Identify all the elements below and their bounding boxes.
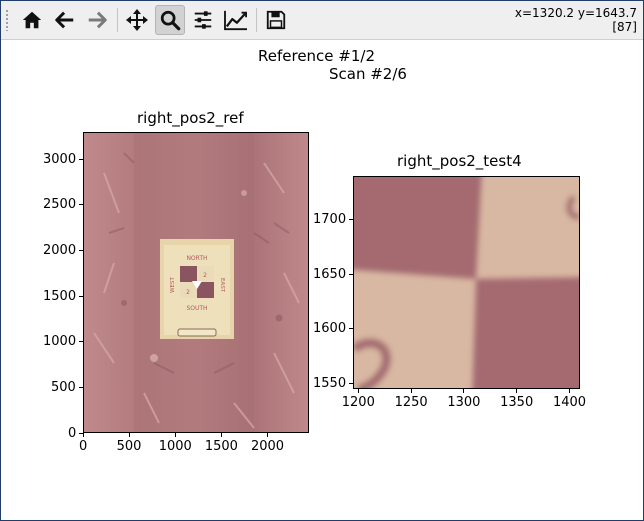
suptitle-scan: Scan #2/6 xyxy=(329,65,407,83)
x-tick-mark xyxy=(516,389,518,393)
axes-title-test: right_pos2_test4 xyxy=(397,152,522,170)
y-tick-mark xyxy=(349,383,353,385)
sign-digit-a: 2 xyxy=(203,272,207,279)
y-tick-label: 0 xyxy=(68,425,77,441)
arrow-left-icon xyxy=(55,11,74,29)
x-tick-mark xyxy=(357,389,359,393)
y-tick-label: 1000 xyxy=(43,334,77,350)
x-tick-mark xyxy=(410,389,412,393)
test-image xyxy=(354,177,579,388)
x-tick-label: 1300 xyxy=(447,395,481,410)
pan-button[interactable] xyxy=(122,5,152,35)
y-tick-mark xyxy=(349,219,353,221)
navigation-toolbar: x=1320.2 y=1643.7 [87] xyxy=(1,1,643,40)
pixel-value: [87] xyxy=(612,20,637,34)
x-tick-mark xyxy=(174,433,176,437)
y-tick-label: 3000 xyxy=(43,151,77,167)
sliders-icon xyxy=(194,11,212,29)
y-tick-mark xyxy=(79,341,83,343)
y-tick-label: 1550 xyxy=(313,376,347,392)
y-tick-mark xyxy=(79,158,83,160)
sign-digit-b: 2 xyxy=(186,289,190,296)
cursor-coordinates-readout: x=1320.2 y=1643.7 [87] xyxy=(515,6,637,34)
toolbar-grip-handle[interactable] xyxy=(5,9,9,31)
x-tick-label: 1350 xyxy=(500,395,534,410)
figure-canvas[interactable]: Reference #1/2 Scan #2/6 right_pos2_ref xyxy=(1,40,643,520)
arrow-right-icon xyxy=(88,11,107,29)
x-tick-mark xyxy=(266,433,268,437)
line-chart-icon xyxy=(224,10,247,31)
back-button[interactable] xyxy=(50,5,80,35)
y-tick-mark xyxy=(79,386,83,388)
x-tick-mark xyxy=(463,389,465,393)
home-button[interactable] xyxy=(17,5,47,35)
edit-axes-button[interactable] xyxy=(221,5,251,35)
y-tick-mark xyxy=(349,328,353,330)
floppy-disk-icon xyxy=(266,10,286,30)
x-tick-label: 1000 xyxy=(158,439,192,454)
y-tick-label: 500 xyxy=(51,379,76,395)
sign-south-label: SOUTH xyxy=(186,305,207,312)
magnifier-icon xyxy=(160,10,181,31)
x-tick-mark xyxy=(82,433,84,437)
x-tick-label: 1200 xyxy=(341,395,375,410)
x-tick-label: 500 xyxy=(116,439,142,454)
forward-button[interactable] xyxy=(82,5,112,35)
y-tick-mark xyxy=(79,432,83,434)
reference-image: NORTH SOUTH WEST EAST 2 2 xyxy=(84,133,308,432)
y-tick-label: 1650 xyxy=(313,266,347,282)
y-tick-mark xyxy=(79,204,83,206)
sign-north-label: NORTH xyxy=(186,255,207,262)
move-icon xyxy=(126,9,148,31)
y-tick-label: 1600 xyxy=(313,321,347,337)
axes-title-ref: right_pos2_ref xyxy=(137,109,244,127)
y-tick-label: 1700 xyxy=(313,212,347,228)
image-axes-test[interactable] xyxy=(353,176,580,389)
subplots-button[interactable] xyxy=(188,5,218,35)
sign-east-label: EAST xyxy=(219,278,225,293)
y-tick-mark xyxy=(79,250,83,252)
sign-west-label: WEST xyxy=(170,276,176,292)
x-tick-label: 0 xyxy=(79,439,88,454)
toolbar-separator xyxy=(256,8,257,32)
suptitle-reference: Reference #1/2 xyxy=(258,47,376,65)
y-tick-mark xyxy=(349,273,353,275)
x-tick-mark xyxy=(220,433,222,437)
save-button[interactable] xyxy=(261,5,291,35)
x-tick-label: 2000 xyxy=(250,439,285,454)
y-tick-label: 2000 xyxy=(43,243,77,259)
image-axes-ref[interactable]: NORTH SOUTH WEST EAST 2 2 xyxy=(83,132,309,433)
home-icon xyxy=(22,11,42,29)
y-tick-label: 2500 xyxy=(43,197,77,213)
x-tick-mark xyxy=(128,433,130,437)
zoom-button[interactable] xyxy=(155,5,185,35)
toolbar-separator xyxy=(117,8,118,32)
y-tick-label: 1500 xyxy=(43,288,77,304)
x-tick-mark xyxy=(568,389,570,393)
x-tick-label: 1250 xyxy=(394,395,428,410)
y-tick-mark xyxy=(79,295,83,297)
x-tick-label: 1400 xyxy=(552,395,587,410)
cursor-coords: x=1320.2 y=1643.7 xyxy=(514,6,637,20)
x-tick-label: 1500 xyxy=(204,439,238,454)
